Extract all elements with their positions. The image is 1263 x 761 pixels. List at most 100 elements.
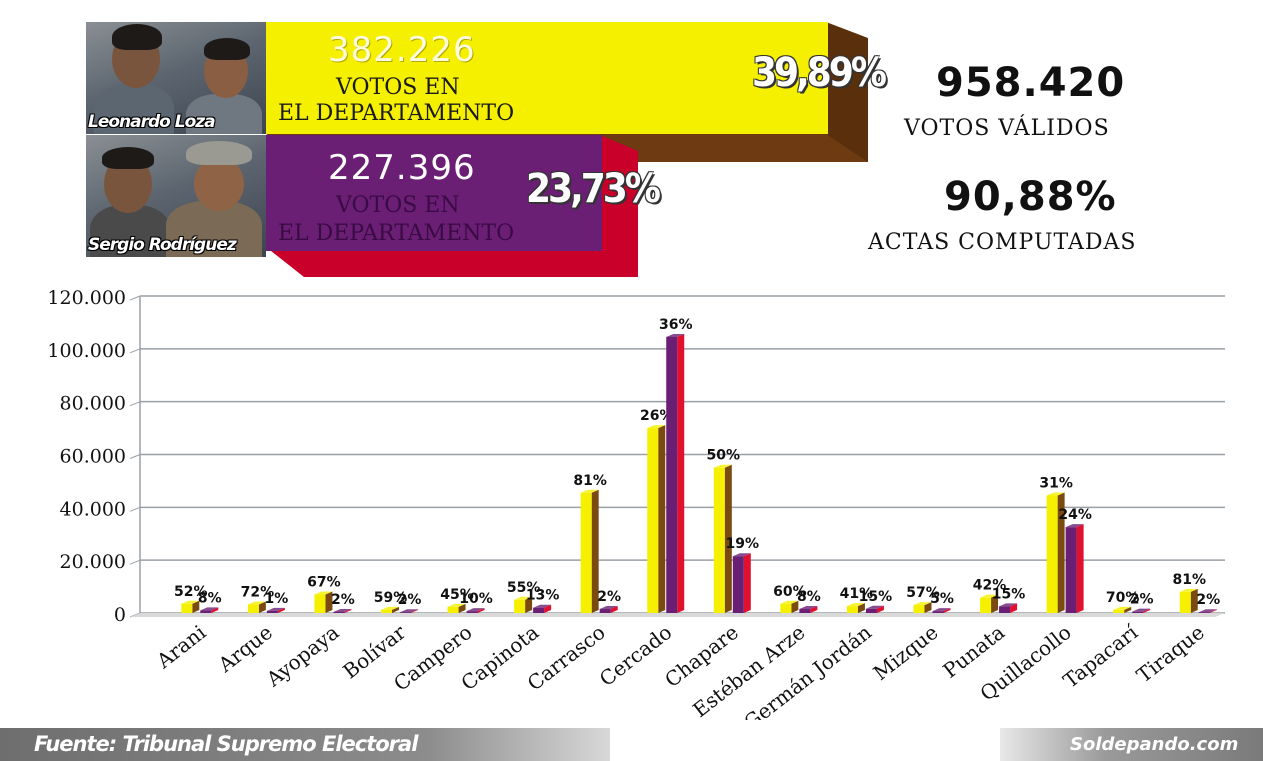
bar-top-s0-10 bbox=[846, 603, 865, 607]
x-tick-label-0: Arani bbox=[151, 620, 210, 674]
bar-side-s0-8 bbox=[724, 464, 732, 613]
data-label-s0-0: 52% bbox=[174, 584, 208, 600]
bar-side-s1-1 bbox=[277, 607, 285, 613]
bar-s1-4 bbox=[466, 611, 478, 613]
bar-top-s0-11 bbox=[913, 602, 932, 606]
data-label-s1-1: 1% bbox=[264, 591, 288, 607]
bar-top-s1-1 bbox=[266, 607, 285, 611]
source-text: Fuente: Tribunal Supremo Electoral bbox=[34, 732, 418, 756]
bar-top-s1-8 bbox=[732, 553, 751, 557]
bar-s0-6 bbox=[580, 492, 592, 613]
bar-side-s1-4 bbox=[477, 608, 485, 613]
candidate-1-name: Leonardo Loza bbox=[88, 112, 216, 132]
bar-side-s1-7 bbox=[677, 333, 685, 613]
y-tick-label-1: 20.000 bbox=[60, 551, 126, 573]
y-tick-label-3: 60.000 bbox=[60, 446, 126, 468]
data-label-s1-0: 8% bbox=[198, 590, 222, 606]
bar-top-s1-4 bbox=[466, 608, 485, 612]
bar-top-s1-2 bbox=[333, 608, 352, 612]
bar-s0-8 bbox=[713, 467, 725, 613]
x-tick-label-2: Ayopaya bbox=[261, 620, 344, 692]
bar-s0-4 bbox=[447, 606, 459, 613]
bar-s0-2 bbox=[314, 594, 326, 613]
grid-perspective-1 bbox=[129, 559, 141, 565]
bar-s0-15 bbox=[1179, 591, 1191, 613]
bar-s1-2 bbox=[333, 611, 345, 613]
bar-top-s1-14 bbox=[1132, 608, 1151, 612]
candidate-2-panel bbox=[86, 135, 646, 277]
bar-top-s1-10 bbox=[865, 605, 884, 609]
bar-s0-11 bbox=[913, 605, 925, 613]
grid-perspective-6 bbox=[129, 295, 141, 301]
y-tick-label-6: 120.000 bbox=[47, 287, 126, 309]
bar-s1-0 bbox=[200, 610, 212, 613]
bar-top-s0-12 bbox=[980, 594, 999, 598]
candidate-1-votes-label-2: EL DEPARTAMENTO bbox=[278, 101, 515, 126]
bar-top-s0-2 bbox=[314, 591, 333, 595]
bar-top-s1-15 bbox=[1198, 609, 1217, 613]
bar-side-s1-15 bbox=[1209, 609, 1217, 613]
bar-s0-12 bbox=[980, 597, 992, 613]
data-label-s1-3: 2% bbox=[398, 592, 422, 608]
bar-top-s1-13 bbox=[1065, 524, 1084, 528]
bar-top-s0-6 bbox=[580, 489, 599, 493]
data-label-s0-5: 55% bbox=[507, 580, 541, 596]
bar-s0-5 bbox=[514, 599, 526, 613]
x-tick-label-14: Tapacarí bbox=[1059, 620, 1143, 693]
bar-top-s1-12 bbox=[999, 603, 1018, 607]
bar-side-s1-3 bbox=[410, 609, 418, 613]
bar-top-s0-14 bbox=[1113, 606, 1132, 610]
bar-side-s1-0 bbox=[211, 607, 219, 613]
bar-side-s0-4 bbox=[458, 603, 466, 613]
bar-s0-10 bbox=[846, 606, 858, 613]
bar-s0-9 bbox=[780, 603, 792, 613]
data-label-s1-9: 8% bbox=[797, 589, 821, 605]
bar-side-s0-9 bbox=[791, 600, 799, 613]
bar-top-s0-1 bbox=[247, 601, 266, 605]
data-label-s1-13: 24% bbox=[1058, 507, 1092, 523]
data-label-s1-7: 36% bbox=[659, 317, 693, 333]
bar-top-s0-7 bbox=[647, 425, 666, 429]
bar-top-s1-5 bbox=[533, 604, 552, 608]
bar-side-s0-3 bbox=[391, 606, 399, 613]
site-credit: Soldepando.com bbox=[1070, 734, 1239, 755]
bar-top-s0-5 bbox=[514, 596, 533, 600]
bar-top-s0-8 bbox=[713, 464, 732, 468]
bar-s1-11 bbox=[932, 611, 944, 613]
bar-side-s0-10 bbox=[857, 603, 865, 613]
data-label-s0-6: 81% bbox=[573, 473, 607, 489]
bar-s0-7 bbox=[647, 428, 659, 613]
bar-s1-13 bbox=[1065, 527, 1077, 613]
data-label-s0-15: 81% bbox=[1172, 572, 1206, 588]
bar-side-s0-7 bbox=[658, 425, 666, 613]
bar-side-s1-10 bbox=[876, 605, 884, 613]
data-label-s0-7: 26% bbox=[640, 408, 674, 424]
grid-perspective-3 bbox=[129, 454, 141, 459]
bar-chart: 0 20.000 40.000 60.000 80.000 100.000 120.000 5… bbox=[47, 287, 1225, 720]
candidate-2-votes-label-1: VOTOS EN bbox=[336, 193, 460, 218]
data-label-s0-10: 41% bbox=[840, 586, 874, 602]
candidate-1-votes: 382.226 bbox=[328, 30, 476, 70]
y-tick-label-0: 0 bbox=[114, 604, 126, 626]
valid-votes-label: VOTOS VÁLIDOS bbox=[904, 116, 1110, 141]
bar-s0-3 bbox=[380, 609, 392, 613]
data-label-s1-14: 2% bbox=[1130, 592, 1154, 608]
y-tick-label-2: 40.000 bbox=[60, 498, 126, 520]
bar-s1-3 bbox=[399, 612, 411, 613]
data-label-s0-2: 67% bbox=[307, 575, 341, 591]
data-label-s1-2: 2% bbox=[331, 592, 355, 608]
data-label-s1-15: 2% bbox=[1196, 592, 1220, 608]
data-label-s1-10: 15% bbox=[859, 589, 893, 605]
bar-top-s0-15 bbox=[1179, 588, 1198, 592]
bar-side-s1-13 bbox=[1076, 524, 1084, 613]
bar-top-s1-7 bbox=[666, 333, 685, 337]
bar-s0-14 bbox=[1113, 609, 1125, 613]
footer-right-band bbox=[1000, 728, 1263, 761]
data-label-s0-9: 60% bbox=[773, 584, 807, 600]
bar-s1-12 bbox=[999, 606, 1011, 613]
footer: Fuente: Tribunal Supremo Electoral Solde… bbox=[0, 720, 1263, 761]
bar-s1-6 bbox=[599, 609, 611, 613]
data-label-s0-12: 42% bbox=[973, 578, 1007, 594]
bar-side-s0-0 bbox=[192, 600, 200, 613]
bar-s0-0 bbox=[181, 603, 193, 613]
